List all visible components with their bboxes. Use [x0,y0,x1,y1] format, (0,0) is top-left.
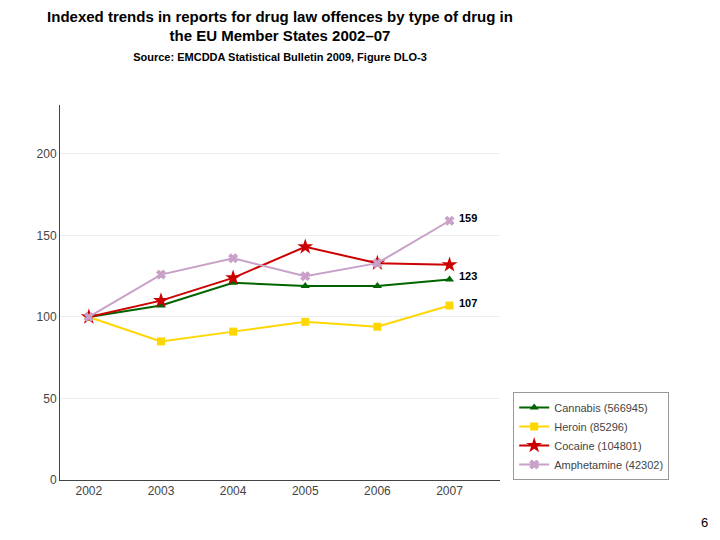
svg-text:Heroin (85296): Heroin (85296) [554,421,627,433]
svg-text:100: 100 [37,310,57,324]
svg-text:200: 200 [37,147,57,161]
svg-text:50: 50 [43,392,57,406]
svg-text:Indexed trends in reports for: Indexed trends in reports for drug law o… [47,8,513,63]
svg-text:0: 0 [50,473,57,487]
svg-text:6: 6 [701,515,708,530]
svg-text:2006: 2006 [364,484,391,498]
svg-text:2007: 2007 [436,484,463,498]
svg-text:150: 150 [37,229,57,243]
svg-text:2004: 2004 [220,484,247,498]
svg-text:123: 123 [459,270,477,282]
svg-text:159: 159 [459,212,477,224]
svg-text:2002: 2002 [75,484,102,498]
svg-text:Amphetamine (42302): Amphetamine (42302) [554,459,663,471]
svg-text:Cocaine (104801): Cocaine (104801) [554,440,641,452]
svg-text:2005: 2005 [292,484,319,498]
svg-text:Cannabis (566945): Cannabis (566945) [554,402,648,414]
svg-text:107: 107 [459,297,477,309]
svg-text:2003: 2003 [148,484,175,498]
